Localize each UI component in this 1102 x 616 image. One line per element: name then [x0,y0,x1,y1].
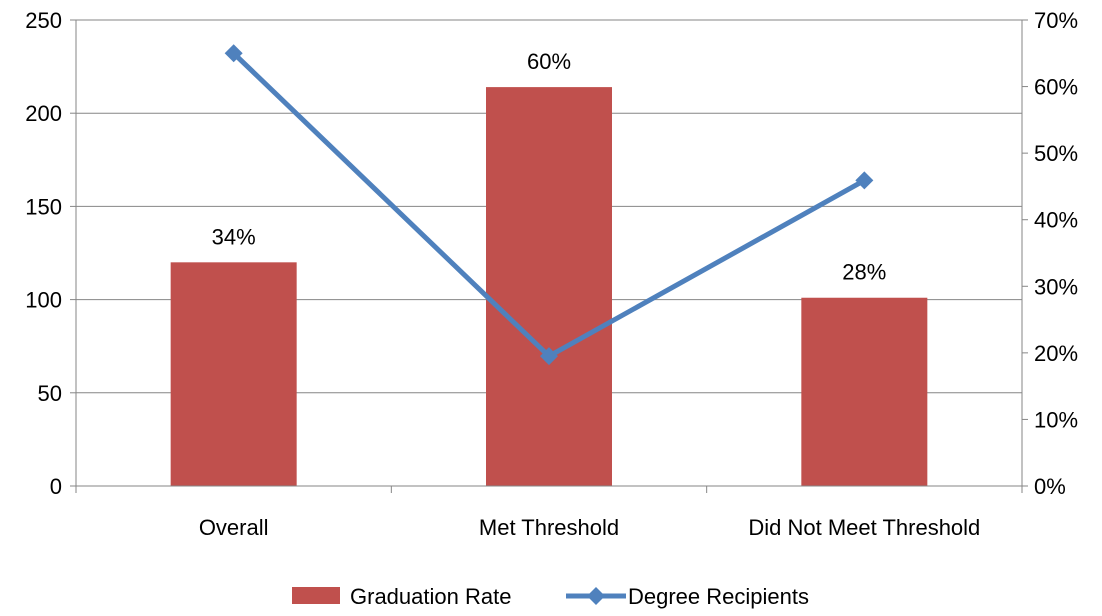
left-tick-label: 250 [25,8,62,33]
bar-data-label: 34% [212,224,256,249]
legend-label-graduation-rate: Graduation Rate [350,584,511,609]
bar-series [170,87,928,486]
bar-did-not-meet-threshold [801,297,928,486]
axes [70,19,1028,493]
right-tick-label: 20% [1034,341,1078,366]
legend-marker-diamond [587,587,605,605]
category-label: Overall [199,515,269,540]
left-tick-label: 150 [25,194,62,219]
left-tick-label: 100 [25,288,62,313]
labels: 34% 60% 28% 0 50 100 150 200 250 0% 10% 20% 30% 40% 50… [25,8,1078,540]
bar-met-threshold [486,87,612,486]
right-tick-label: 60% [1034,75,1078,100]
right-tick-label: 0% [1034,474,1066,499]
legend-swatch-graduation-rate [292,587,340,604]
left-tick-label: 0 [50,474,62,499]
line-point-marker [855,171,874,190]
right-tick-label: 50% [1034,141,1078,166]
left-tick-label: 50 [38,381,62,406]
right-tick-label: 40% [1034,208,1078,233]
category-label: Met Threshold [479,515,619,540]
legend-label-degree-recipients: Degree Recipients [628,584,809,609]
legend: Graduation Rate Degree Recipients [292,584,809,609]
right-tick-label: 70% [1034,8,1078,33]
line-series [224,44,874,366]
category-label: Did Not Meet Threshold [748,515,980,540]
line-point-marker [224,44,243,63]
right-tick-label: 30% [1034,274,1078,299]
right-tick-label: 10% [1034,407,1078,432]
bar-data-label: 60% [527,49,571,74]
line-point-marker [540,347,558,366]
bar-data-label: 28% [842,260,886,285]
bar-overall [170,262,297,486]
left-tick-label: 200 [25,101,62,126]
